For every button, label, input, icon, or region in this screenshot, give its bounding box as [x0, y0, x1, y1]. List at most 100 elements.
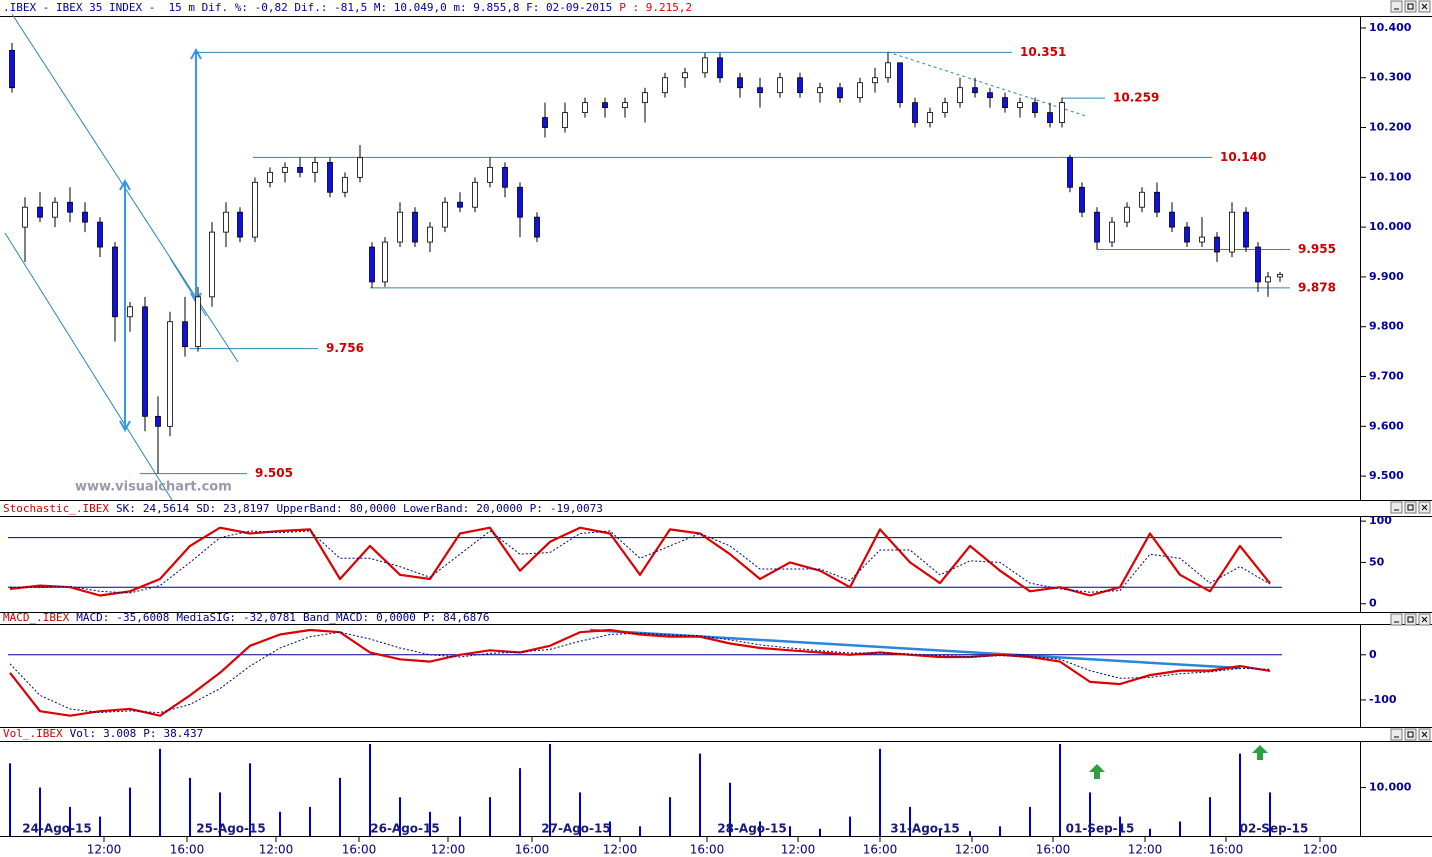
candle-body: [872, 77, 878, 84]
x-tick-label: 16:00: [1036, 843, 1071, 857]
volume-bar: [789, 826, 791, 836]
candle-body: [427, 226, 433, 243]
volume-bar: [99, 816, 101, 836]
readout-name: P:: [143, 727, 156, 740]
candle-body: [897, 62, 903, 104]
window-button-icon: [1421, 3, 1428, 10]
volume-bar: [639, 826, 641, 836]
candle-body: [297, 166, 303, 173]
y-tick-label: 10.000: [1369, 220, 1412, 233]
candle-body: [682, 72, 688, 79]
date-label: 28-Ago-15: [717, 822, 786, 836]
readout-value: 0,0000: [376, 611, 416, 624]
candle-body: [1214, 236, 1220, 253]
x-tick-label: 12:00: [1128, 843, 1163, 857]
candle-body: [1059, 102, 1065, 123]
window-buttons: [1390, 0, 1431, 741]
volume-bar: [489, 797, 491, 836]
candle-body: [223, 211, 229, 233]
candle-body: [817, 87, 823, 94]
volume-bar: [909, 806, 911, 836]
volume-bar: [699, 753, 701, 836]
candle-body: [702, 57, 708, 74]
candle-body: [622, 102, 628, 109]
readout-value: 20,0000: [476, 502, 522, 515]
candle-body: [885, 62, 891, 79]
candle-body: [1154, 191, 1160, 213]
volume-bar: [369, 743, 371, 836]
candle-body: [209, 231, 215, 298]
candle-body: [1255, 246, 1261, 283]
candle-body: [542, 117, 548, 128]
y-tick-label: -100: [1369, 693, 1397, 706]
candle-body: [487, 166, 493, 183]
candle-body: [1017, 102, 1023, 109]
volume-bar: [459, 816, 461, 836]
level-label: 9.878: [1298, 280, 1336, 294]
candle-body: [797, 77, 803, 94]
candle-body: [777, 77, 783, 94]
volume-bar: [849, 816, 851, 836]
readout-name: LowerBand:: [403, 502, 469, 515]
candle-body: [1094, 211, 1100, 243]
up-arrow: [1089, 764, 1105, 779]
volume-bar: [519, 768, 521, 836]
window-button: [1390, 501, 1403, 514]
readout-name: MACD:: [76, 611, 109, 624]
candle-body: [1184, 226, 1190, 243]
panel-header: MACD_.IBEX MACD: -35,6008 MediaSIG: -32,0781…: [3, 611, 490, 624]
candle-body: [662, 77, 668, 94]
y-tick-label: 0: [1369, 648, 1377, 661]
candle-body: [472, 181, 478, 208]
candle-body: [312, 161, 318, 173]
date-label: 02-Sep-15: [1240, 822, 1309, 836]
volume-bar: [1119, 816, 1121, 836]
signal-arrows: [1089, 745, 1268, 779]
candle-body: [457, 201, 463, 208]
title: .IBEX - IBEX 35 INDEX - 15 m Dif. %: -0,…: [3, 1, 612, 14]
candle-body: [22, 206, 28, 228]
title-extra: P : 9.215,2: [619, 1, 692, 14]
header-name: MACD_.IBEX: [3, 611, 70, 624]
candle-body: [757, 87, 763, 94]
window-button-icon: [1407, 504, 1414, 511]
candle-body: [237, 211, 243, 238]
candle-body: [67, 201, 73, 213]
readout-name: Band_MACD:: [303, 611, 369, 624]
series-line: [9, 526, 1271, 597]
candle-body: [1243, 211, 1249, 248]
y-tick-label: 10.100: [1369, 170, 1412, 183]
series-line: [9, 628, 1271, 717]
candle-body: [642, 92, 648, 104]
candle-body: [1199, 236, 1205, 243]
volume-bar: [1149, 828, 1151, 836]
volume-bar: [399, 797, 401, 836]
candle-body: [127, 306, 133, 318]
candle-body: [502, 166, 508, 188]
volume-bar: [189, 777, 191, 836]
candle-body: [1124, 206, 1130, 223]
volume-bar: [729, 782, 731, 836]
readout-value: 24,5614: [143, 502, 190, 515]
volume-bar: [759, 821, 761, 836]
x-tick-label: 16:00: [863, 843, 898, 857]
candle-body: [1265, 276, 1271, 283]
window-button-icon: [1407, 3, 1414, 10]
panel-frames: [0, 16, 1432, 837]
level-label: 10.140: [1220, 150, 1266, 164]
x-tick-label: 12:00: [431, 843, 466, 857]
window-button: [1404, 728, 1417, 741]
candle-body: [837, 87, 843, 99]
candle-body: [1002, 97, 1008, 109]
volume-bar: [609, 821, 611, 836]
candle-body: [737, 77, 743, 89]
candle-body: [582, 102, 588, 114]
readout-value: -32,0781: [243, 611, 296, 624]
candle-body: [517, 186, 523, 218]
level-label: 9.955: [1298, 242, 1336, 256]
candle-body: [562, 112, 568, 128]
measure-arrows: [119, 178, 131, 433]
volume-bar: [1239, 753, 1241, 836]
volume-bar: [69, 806, 71, 836]
